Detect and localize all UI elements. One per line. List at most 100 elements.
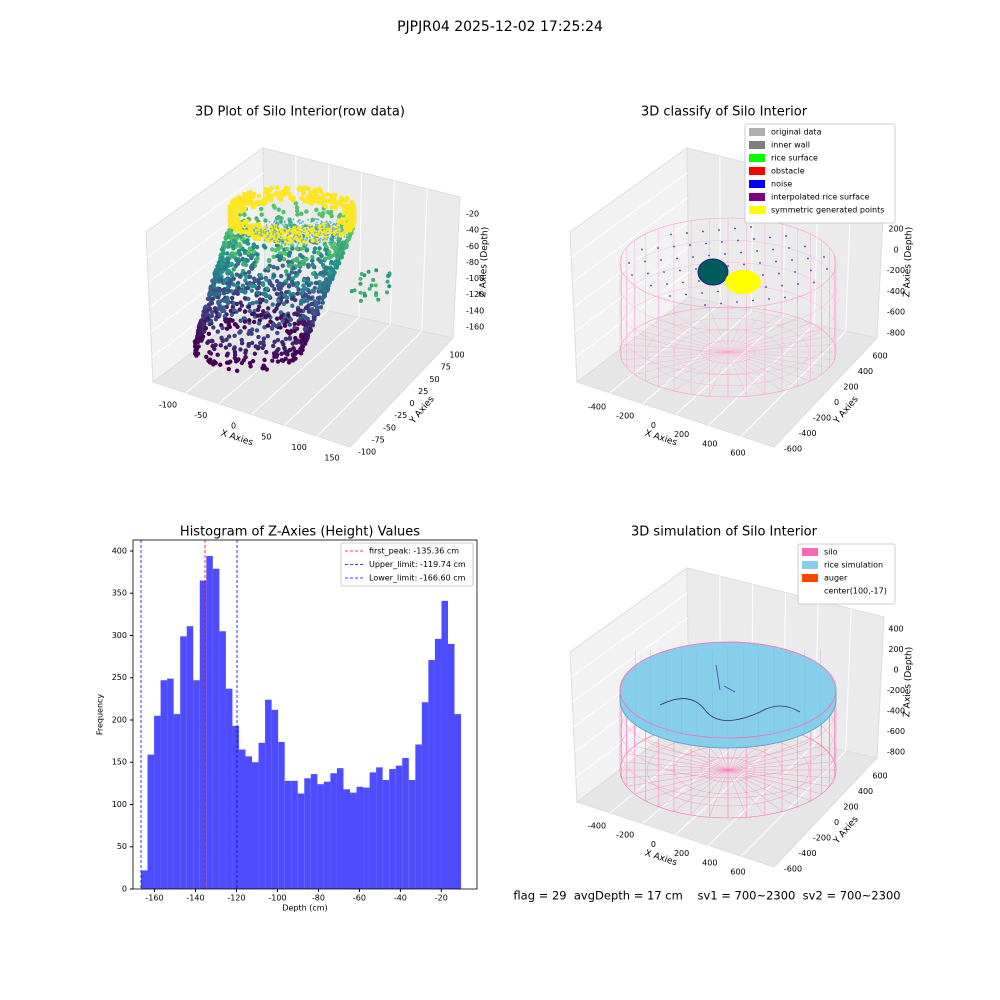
inner-point: [309, 226, 312, 228]
y-tick-label: 0: [834, 818, 839, 827]
noise-point: [794, 271, 796, 273]
outlier-point: [385, 290, 390, 295]
cloud-point: [223, 317, 228, 323]
cloud-point: [329, 259, 334, 265]
x-tick-label: -60: [353, 894, 366, 903]
inner-point: [297, 219, 300, 222]
inner-point: [322, 233, 325, 235]
inner-point: [331, 228, 334, 230]
noise-point: [750, 226, 752, 228]
pane-grid: [642, 310, 752, 405]
inner-point: [284, 230, 286, 233]
cloud-point: [235, 291, 240, 296]
cloud-point: [213, 317, 219, 322]
ring-point: [350, 220, 356, 226]
legend-label: rice simulation: [824, 561, 883, 570]
ring-point: [252, 235, 257, 241]
noise-point: [663, 271, 665, 273]
inner-point: [295, 241, 298, 243]
cloud-point: [275, 330, 280, 336]
outlier-point: [373, 283, 378, 288]
cloud-point: [281, 342, 286, 347]
cloud-point: [298, 308, 303, 313]
pane-grid: [845, 608, 852, 752]
inner-point: [275, 220, 278, 223]
cloud-point: [287, 358, 292, 364]
z-tick-label: -100: [466, 274, 484, 283]
x-tick-label: 0: [651, 840, 656, 849]
ring-point: [230, 200, 236, 205]
histogram-bar: [140, 870, 148, 889]
inner-point: [287, 217, 290, 220]
y-tick-label: 600: [872, 352, 887, 361]
cloud-point: [294, 208, 300, 214]
cloud-point: [310, 258, 315, 263]
cloud-point: [295, 291, 300, 296]
histogram-bar: [297, 793, 305, 889]
legend-box: [797, 543, 896, 605]
cloud-point: [294, 284, 300, 289]
cloud-point: [290, 246, 295, 251]
histogram-bar: [376, 767, 383, 889]
obstacle-blob: [697, 258, 729, 286]
cloud-point: [286, 284, 292, 289]
noise-point: [686, 232, 688, 234]
pane-grid: [421, 188, 428, 332]
noise-point: [644, 260, 646, 263]
y-axis-label: Frequency: [96, 694, 105, 736]
cloud-point: [241, 316, 246, 321]
cloud-point: [218, 362, 223, 367]
cloud-point: [278, 254, 284, 259]
inner-point: [282, 239, 285, 242]
cloud-point: [251, 249, 256, 255]
cloud-point: [200, 326, 205, 331]
silo-simulation: [619, 641, 837, 819]
cloud-point: [242, 325, 247, 330]
inner-point: [278, 241, 281, 244]
inner-point: [305, 239, 307, 241]
cloud-point: [251, 242, 257, 247]
noise-point: [781, 284, 783, 287]
legend-label: interpolated rice surface: [771, 193, 869, 202]
inner-point: [318, 241, 321, 244]
outlier-point: [371, 277, 376, 282]
inner-point: [333, 228, 336, 231]
cloud-point: [302, 326, 308, 332]
cloud-point: [238, 244, 243, 249]
cloud-point: [258, 272, 264, 278]
ring-point: [267, 187, 273, 193]
ring-point: [344, 196, 349, 202]
inner-point: [307, 219, 310, 221]
cloud-point: [303, 292, 308, 297]
outlier-point: [374, 291, 379, 296]
ring-point: [274, 185, 280, 191]
cloud-point: [294, 246, 300, 251]
inner-point: [297, 242, 300, 245]
cloud-point: [299, 345, 305, 350]
cloud-point: [329, 213, 334, 219]
plot-frame: [132, 539, 478, 890]
cloud-point: [215, 352, 220, 358]
noise-point: [704, 304, 706, 306]
y-tick-label: 100: [449, 351, 464, 360]
cloud-point: [313, 274, 319, 280]
inner-point: [276, 240, 279, 243]
cloud-point: [293, 297, 298, 303]
legend-label: Lower_limit: -166.60 cm: [369, 574, 466, 583]
x-tick-label: -40: [394, 894, 407, 903]
histogram-bar: [350, 792, 357, 889]
cloud-point: [327, 270, 333, 275]
cloud-point: [262, 364, 267, 370]
cloud-point: [255, 256, 260, 261]
cloud-point: [243, 262, 249, 268]
ring-point: [337, 198, 343, 204]
noise-point: [797, 283, 799, 285]
cloud-point: [318, 271, 323, 276]
y-tick-label: -25: [394, 411, 407, 420]
cloud-point: [284, 278, 289, 284]
ring-point: [251, 231, 257, 237]
x-tick-label: 0: [231, 422, 236, 431]
ring-point: [336, 219, 342, 225]
z-axis-label: Z Axies (Depth): [902, 647, 914, 718]
